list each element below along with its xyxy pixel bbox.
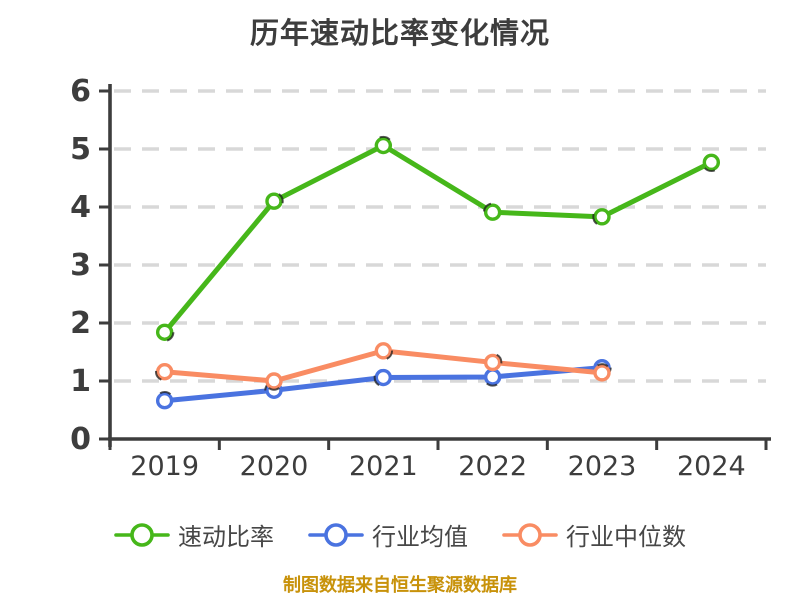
marker-sketch-accent — [264, 380, 284, 400]
legend-item-industry-mean: 行业均值 — [308, 517, 468, 552]
marker-sketch-accent — [154, 391, 175, 411]
legend-label-quick-ratio: 速动比率 — [178, 523, 274, 551]
x-tick-label: 2023 — [568, 451, 637, 482]
y-tick-label: 0 — [70, 422, 91, 457]
marker-sketch-accent — [264, 191, 284, 211]
data-point-marker — [155, 363, 174, 381]
legend-item-industry-median: 行业中位数 — [502, 517, 686, 552]
x-tick-label: 2024 — [677, 451, 746, 482]
marker-sketch-accent — [373, 135, 394, 156]
legend-marker-icon — [502, 522, 558, 547]
x-tick-label: 2020 — [240, 451, 309, 482]
chart-title: 历年速动比率变化情况 — [249, 16, 550, 50]
data-point-marker — [483, 353, 502, 372]
marker-sketch-accent — [373, 341, 394, 361]
marker-sketch-accent — [154, 362, 175, 382]
marker-sketch-accent — [482, 367, 503, 387]
y-tick-label: 6 — [70, 74, 91, 109]
marker-sketch-accent — [592, 363, 612, 383]
data-source-note: 制图数据来自恒生聚源数据库 — [283, 575, 517, 596]
data-point-marker — [374, 368, 393, 387]
marker-sketch-accent — [264, 371, 284, 391]
data-point-marker — [155, 392, 174, 410]
y-tick-label: 1 — [70, 364, 91, 399]
y-tick-label: 2 — [70, 306, 91, 341]
data-point-marker — [374, 342, 393, 360]
marker-sketch-accent — [592, 357, 612, 378]
y-tick-label: 3 — [70, 248, 91, 283]
legend-label-industry-median: 行业中位数 — [566, 523, 686, 551]
marker-sketch-accent — [373, 367, 394, 388]
chart-legend: 速动比率 行业均值 行业中位数 — [0, 517, 800, 552]
data-point-marker — [702, 153, 721, 172]
legend-item-quick-ratio: 速动比率 — [114, 517, 274, 552]
marker-sketch-accent — [592, 207, 612, 227]
data-point-marker — [593, 208, 611, 226]
data-point-marker — [483, 203, 502, 221]
data-point-marker — [155, 323, 174, 341]
x-tick-label: 2022 — [458, 451, 527, 482]
data-point-marker — [265, 372, 283, 390]
y-tick-label: 5 — [70, 132, 91, 167]
marker-sketch-accent — [701, 152, 722, 173]
legend-marker-icon — [114, 522, 170, 547]
data-point-marker — [593, 364, 611, 382]
series-line — [162, 143, 714, 335]
x-tick-label: 2019 — [130, 451, 199, 482]
data-point-marker — [483, 368, 502, 386]
legend-label-industry-mean: 行业均值 — [372, 523, 468, 551]
x-tick-label: 2021 — [349, 451, 418, 482]
marker-sketch-accent — [482, 352, 503, 373]
data-point-marker — [374, 136, 393, 155]
y-tick-label: 4 — [70, 190, 91, 225]
marker-sketch-accent — [154, 322, 175, 342]
legend-marker-icon — [308, 522, 364, 547]
data-point-marker — [265, 192, 283, 210]
